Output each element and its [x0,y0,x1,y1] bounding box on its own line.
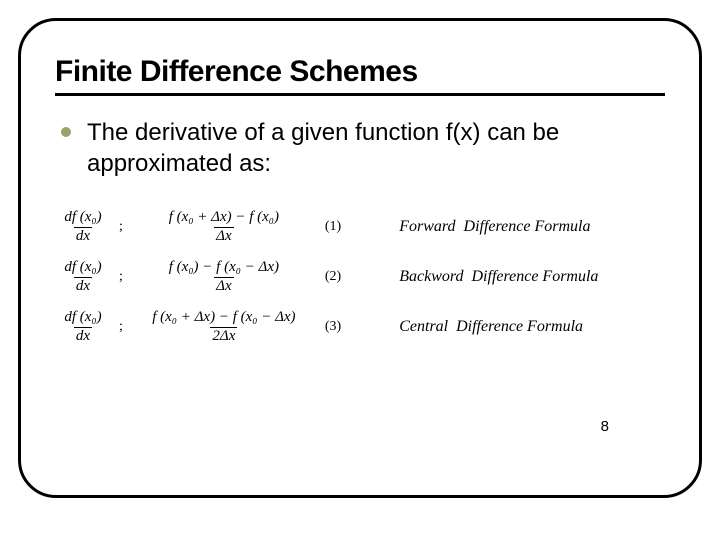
formula-row: df (x₀) dx ; f (x₀) − f (x₀ − Δx) Δx (2)… [55,257,665,297]
slide-title: Finite Difference Schemes [55,55,665,89]
formula-rhs: f (x₀) − f (x₀ − Δx) Δx [129,260,319,295]
equation-number: (3) [325,319,341,335]
equation-number: (2) [325,269,341,285]
lhs-numerator: df (x₀) [62,310,103,327]
formula-lhs: df (x₀) dx [55,210,111,245]
formula-label: Forward Difference Formula [399,218,590,236]
lhs-denominator: dx [74,327,92,345]
formula-lhs: df (x₀) dx [55,310,111,345]
bullet-text: The derivative of a given function f(x) … [87,118,659,179]
formula-row: df (x₀) dx ; f (x₀ + Δx) − f (x₀ − Δx) 2… [55,307,665,347]
title-block: Finite Difference Schemes [55,55,665,96]
rhs-numerator: f (x₀ + Δx) − f (x₀) [167,210,281,227]
lhs-denominator: dx [74,227,92,245]
equation-number: (1) [325,219,341,235]
formula-list: df (x₀) dx ; f (x₀ + Δx) − f (x₀) Δx (1)… [55,207,665,347]
formula-separator: ; [119,319,123,335]
rhs-numerator: f (x₀ + Δx) − f (x₀ − Δx) [150,310,297,327]
bullet-row: The derivative of a given function f(x) … [55,118,665,179]
rhs-numerator: f (x₀) − f (x₀ − Δx) [167,260,281,277]
formula-label: Central Difference Formula [399,318,583,336]
page-number: 8 [601,418,609,435]
formula-separator: ; [119,269,123,285]
lhs-numerator: df (x₀) [62,260,103,277]
formula-lhs: df (x₀) dx [55,260,111,295]
formula-label: Backword Difference Formula [399,268,598,286]
formula-separator: ; [119,219,123,235]
rhs-denominator: Δx [214,227,233,245]
bullet-dot-icon [61,127,71,137]
formula-rhs: f (x₀ + Δx) − f (x₀ − Δx) 2Δx [129,310,319,345]
rhs-denominator: 2Δx [210,327,237,345]
title-underline [55,93,665,96]
lhs-denominator: dx [74,277,92,295]
formula-row: df (x₀) dx ; f (x₀ + Δx) − f (x₀) Δx (1)… [55,207,665,247]
slide-frame: Finite Difference Schemes The derivative… [18,18,702,498]
lhs-numerator: df (x₀) [62,210,103,227]
rhs-denominator: Δx [214,277,233,295]
formula-rhs: f (x₀ + Δx) − f (x₀) Δx [129,210,319,245]
